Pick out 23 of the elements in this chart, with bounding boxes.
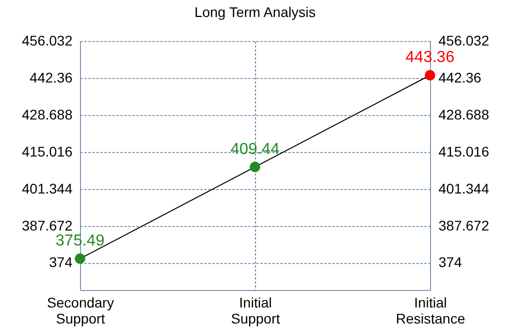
x-tick-label: Initial Support	[230, 294, 280, 326]
x-tick-label: Initial Resistance	[396, 294, 466, 326]
y-tick-label: 387.672	[22, 217, 73, 234]
point	[74, 253, 86, 264]
y-tick-label: 374	[49, 254, 73, 270]
y2-tick-label: 387.672	[438, 217, 490, 234]
data-label: 409.44	[230, 140, 280, 158]
y2-tick-label: 442.36	[438, 69, 482, 86]
point	[424, 70, 436, 80]
y-tick-label: 456.032	[22, 32, 73, 48]
y-tick-label: 428.688	[22, 106, 73, 122]
y2-tick-label: 401.344	[438, 180, 490, 196]
point	[250, 162, 260, 172]
y-tick-label: 401.344	[22, 180, 73, 196]
x-tick-label: Secondary Support	[47, 294, 114, 326]
y-tick-label: 442.36	[30, 69, 73, 86]
chart-title: Long Term Analysis	[194, 4, 316, 20]
y-tick-label: 415.016	[22, 143, 73, 160]
y2-tick-label: 456.032	[438, 32, 490, 48]
data-label: 443.36	[406, 49, 455, 66]
y2-tick-label: 374	[438, 254, 462, 270]
y2-tick-label: 428.688	[438, 106, 490, 122]
y2-tick-label: 415.016	[438, 143, 490, 160]
